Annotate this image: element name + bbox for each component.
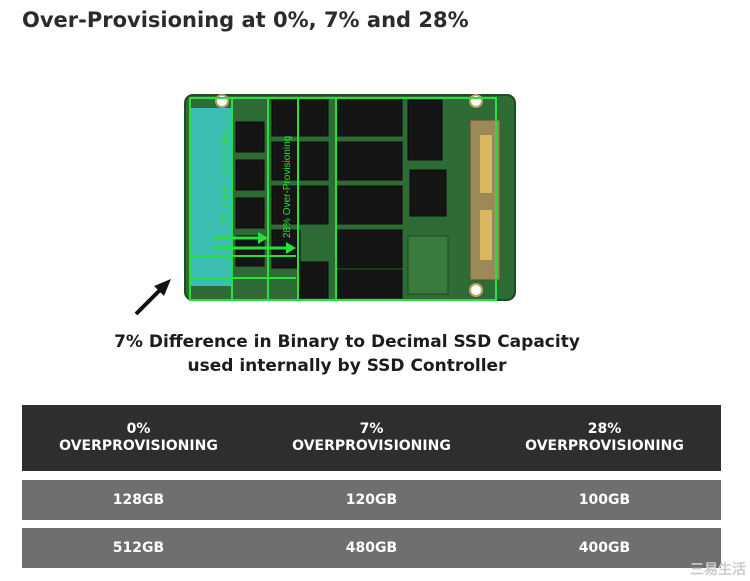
header-label: OVERPROVISIONING (292, 438, 451, 454)
table-cell: 400GB (578, 540, 631, 556)
table-row: 512GB 480GB 400GB (22, 528, 721, 568)
page-title: Over-Provisioning at 0%, 7% and 28% (22, 8, 469, 32)
nand-chips (235, 97, 447, 299)
pointer-arrow-icon (134, 279, 171, 316)
table-row: 128GB 120GB 100GB (22, 480, 721, 520)
watermark: 三易生活 (690, 562, 746, 578)
table-cell: 480GB (345, 540, 398, 556)
caption-line-1: 7% Difference in Binary to Decimal SSD C… (114, 332, 580, 352)
mount-hole (469, 283, 483, 297)
mount-hole (469, 94, 483, 108)
table-cell: 120GB (345, 492, 398, 508)
overprovisioning-overlay (189, 97, 497, 301)
ssd-illustration: 7% Over-Provisioning 28% Over-Provisioni… (134, 94, 516, 316)
overprovisioning-table: 0% OVERPROVISIONING 7% OVERPROVISIONING … (22, 405, 721, 568)
table-cell: 128GB (112, 492, 165, 508)
header-label: OVERPROVISIONING (525, 438, 684, 454)
header-cell-28: 28% OVERPROVISIONING (488, 405, 721, 471)
header-cell-0: 0% OVERPROVISIONING (22, 405, 255, 471)
controller-chip (407, 235, 449, 295)
header-percent: 7% (359, 421, 384, 437)
caption-line-2: used internally by SSD Controller (187, 356, 507, 376)
table-cell: 100GB (578, 492, 631, 508)
table-cell: 512GB (112, 540, 165, 556)
twentyeight-percent-label: 28% Over-Provisioning (282, 136, 293, 238)
header-percent: 0% (126, 421, 151, 437)
header-cell-7: 7% OVERPROVISIONING (255, 405, 488, 471)
mount-hole (215, 94, 229, 108)
header-label: OVERPROVISIONING (59, 438, 218, 454)
seven-percent-label: 7% Over-Provisioning (220, 128, 231, 225)
header-percent: 28% (587, 421, 622, 437)
table-header-row: 0% OVERPROVISIONING 7% OVERPROVISIONING … (22, 405, 721, 471)
